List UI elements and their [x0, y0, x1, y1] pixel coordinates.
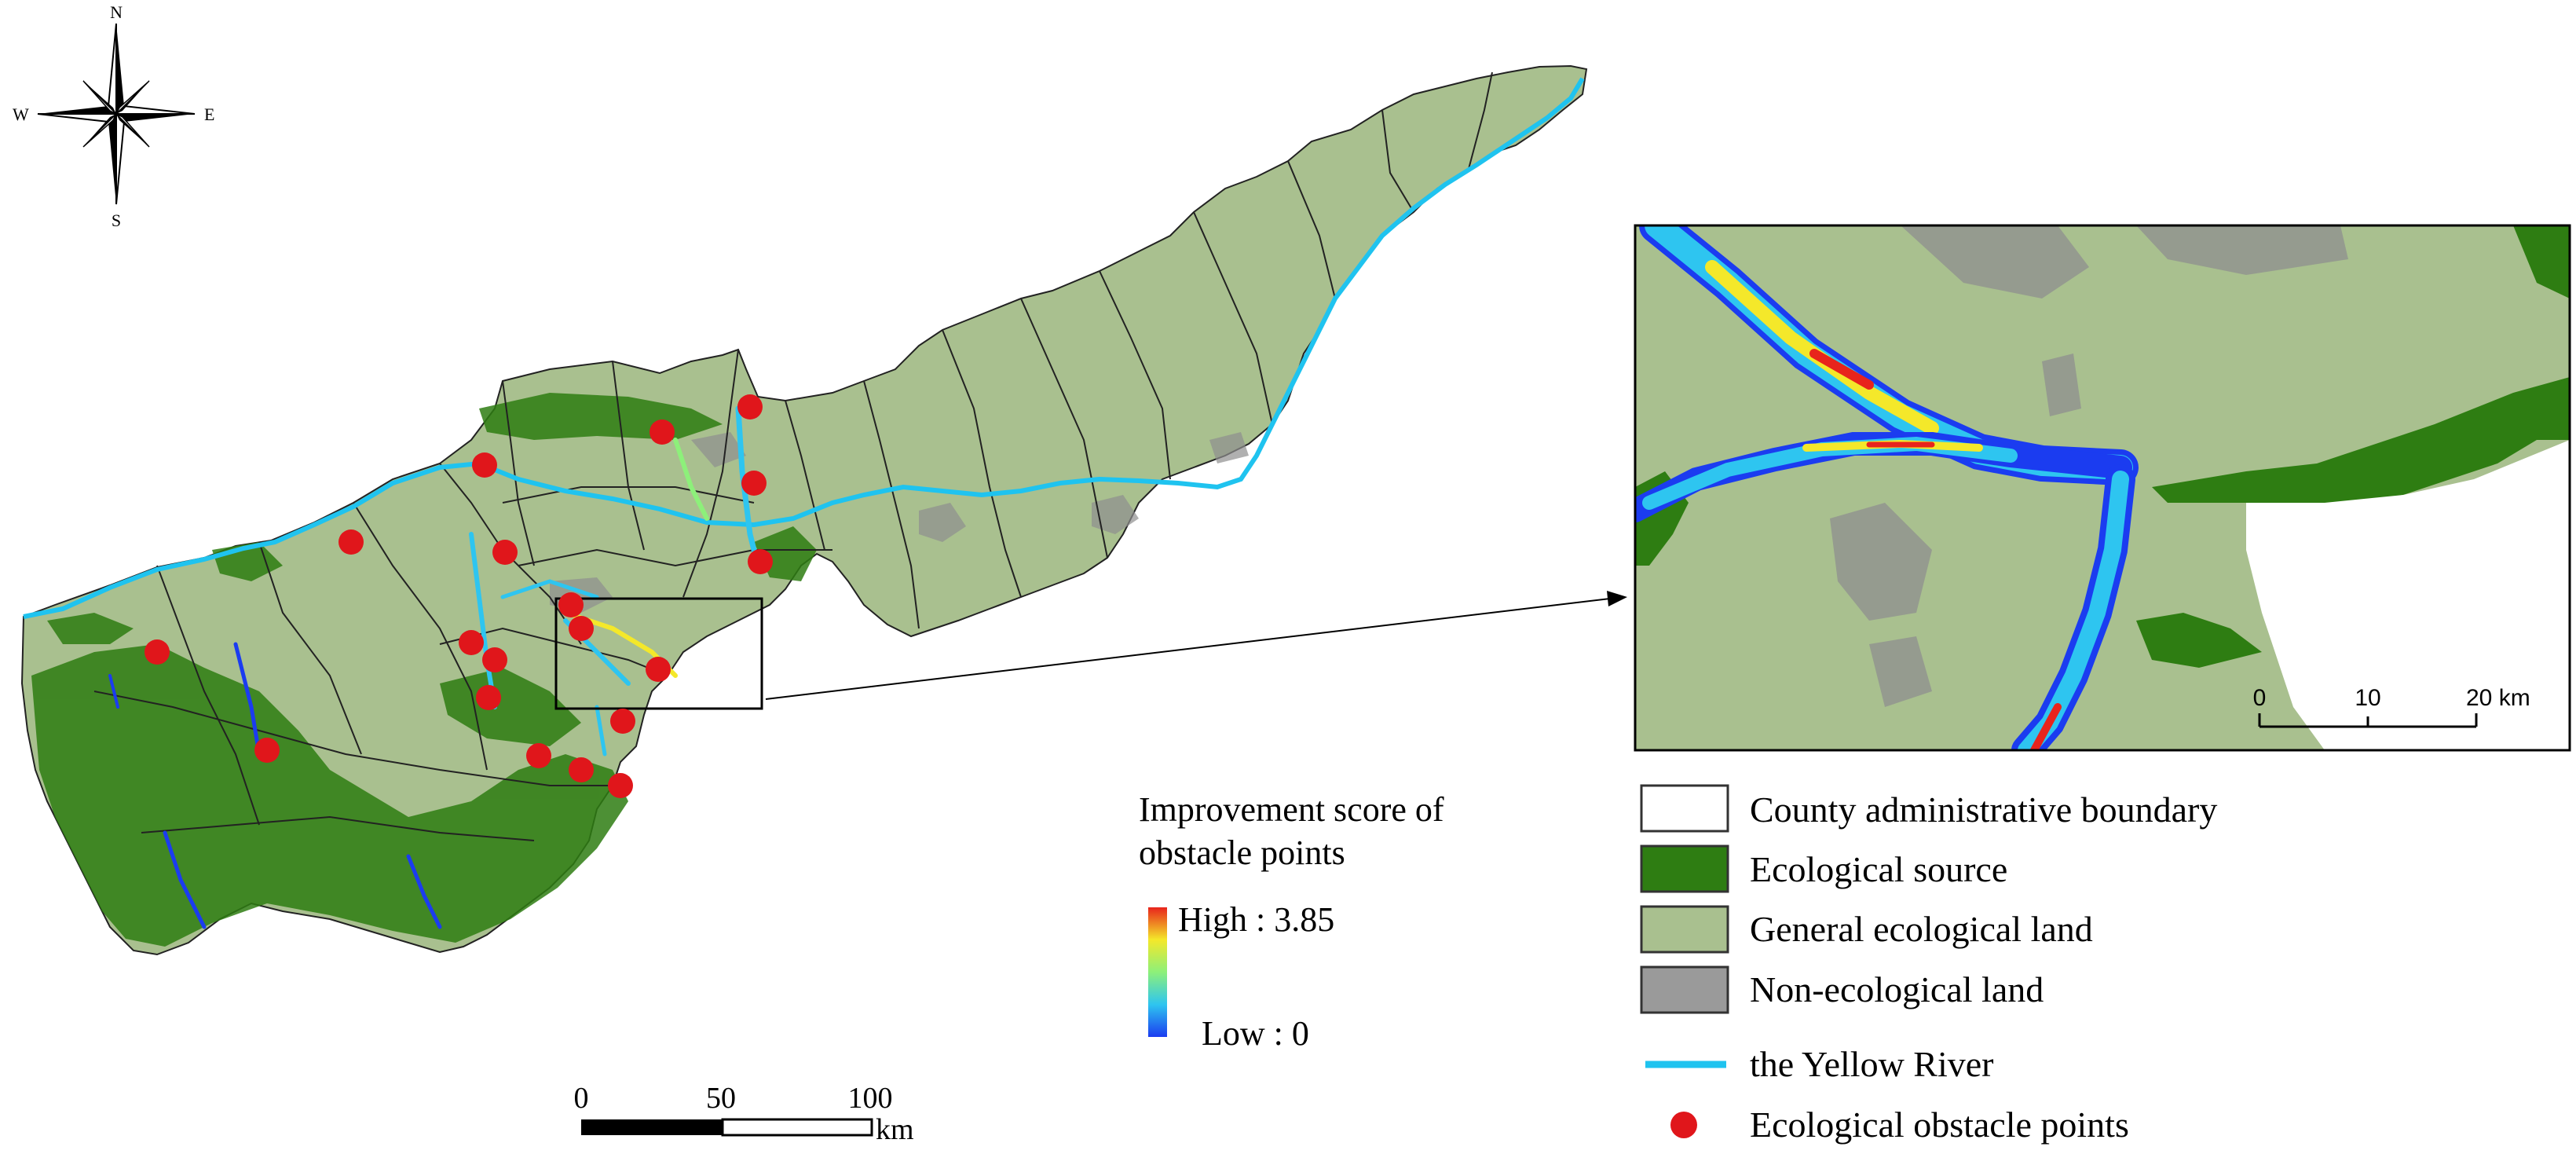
obstacle-point	[145, 639, 170, 665]
legend-swatch-ecological-source	[1640, 844, 1729, 893]
obstacle-point	[737, 394, 763, 419]
legend-label-county-boundary: County administrative boundary	[1750, 789, 2217, 830]
gradient-color-ramp	[1148, 907, 1167, 1037]
gradient-legend-title-line2: obstacle points	[1139, 833, 1345, 872]
inset-connector-arrowhead	[1607, 591, 1627, 606]
legend-swatch-obstacle-point	[1670, 1112, 1697, 1138]
main-scalebar-tick-100: 100	[848, 1082, 893, 1115]
main-scalebar-tick-0: 0	[574, 1082, 589, 1115]
obstacle-point	[608, 773, 633, 798]
legend-label-non-ecological-land: Non-ecological land	[1750, 969, 2044, 1009]
obstacle-point	[482, 647, 507, 672]
inset-scalebar-tick-20: 20 km	[2466, 685, 2530, 711]
obstacle-point	[748, 549, 773, 574]
legend-swatch-county-boundary	[1640, 784, 1729, 833]
legend-label-yellow-river: the Yellow River	[1750, 1044, 1994, 1084]
county-boundaries	[93, 71, 1493, 841]
compass-south-label: S	[112, 211, 121, 230]
compass-north-label: N	[110, 2, 123, 22]
obstacle-point	[741, 471, 767, 496]
obstacle-point	[569, 757, 594, 782]
legend-label-obstacle-points: Ecological obstacle points	[1750, 1105, 2129, 1145]
inset-map: 0 10 20 km	[1634, 224, 2571, 752]
inset-scalebar-tick-10: 10	[2355, 685, 2380, 711]
inset-frame	[1634, 224, 2571, 752]
legend-swatch-non-ecological-land	[1640, 965, 1729, 1014]
obstacle-point	[254, 738, 280, 763]
obstacle-point	[569, 616, 594, 641]
inset-scale-bar: 0 10 20 km	[2253, 685, 2530, 728]
category-legend: County administrative boundary Ecologica…	[1640, 784, 2217, 1145]
obstacle-point	[526, 743, 551, 768]
study-area	[20, 64, 1588, 956]
obstacle-point	[610, 709, 635, 734]
main-scalebar-tick-50: 50	[706, 1082, 736, 1115]
obstacle-points-layer	[145, 394, 773, 798]
compass-east-label: E	[204, 104, 214, 124]
obstacle-point	[558, 592, 584, 617]
inset-connector-arrow	[765, 598, 1611, 700]
north-arrow-compass: N S E W	[13, 2, 214, 230]
legend-label-general-ecological-land: General ecological land	[1750, 909, 2093, 949]
obstacle-point	[459, 630, 484, 655]
gradient-legend-high: High : 3.85	[1178, 900, 1334, 939]
obstacle-point	[338, 529, 364, 555]
main-scalebar-unit: km	[876, 1113, 914, 1146]
compass-west-label: W	[13, 104, 29, 124]
obstacle-point	[646, 657, 671, 682]
gradient-legend-low: Low : 0	[1202, 1014, 1309, 1053]
inset-scalebar-tick-0: 0	[2253, 685, 2267, 711]
inset-locator-box	[554, 597, 763, 710]
obstacle-point	[649, 419, 675, 445]
obstacle-point	[492, 540, 518, 565]
obstacle-point	[472, 452, 497, 478]
gradient-legend-title-line1: Improvement score of	[1139, 790, 1444, 829]
main-map	[20, 64, 1627, 956]
legend-swatch-general-ecological-land	[1640, 905, 1729, 954]
legend-label-ecological-source: Ecological source	[1750, 849, 2007, 889]
main-scale-bar: 0 50 100 km	[574, 1082, 914, 1146]
yellow-river	[23, 77, 1585, 619]
score-gradient-legend: Improvement score of obstacle points Hig…	[1139, 790, 1444, 1053]
obstacle-point	[476, 685, 501, 710]
